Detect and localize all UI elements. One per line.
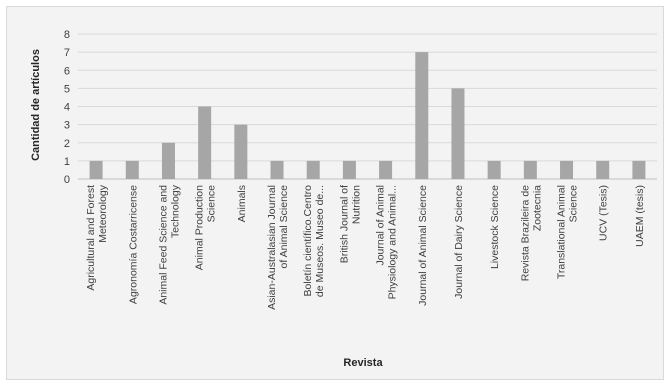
bars (89, 52, 646, 179)
x-category-label-line: Agricultural and Forest (85, 185, 97, 291)
x-category-label: Boletín científico.Centrode Museos. Muse… (302, 185, 326, 297)
bar (198, 106, 212, 179)
x-category-label-line: Animal Feed Science and (157, 185, 169, 305)
bar (161, 142, 175, 179)
x-category-label-line: Zootecnia (531, 185, 543, 231)
bar (125, 160, 139, 179)
x-category-label: UAEM (tesis) (634, 185, 646, 247)
bar (306, 160, 320, 179)
bar (632, 160, 646, 179)
bar (523, 160, 537, 179)
x-category-label-line: Nutrition (350, 185, 362, 224)
x-category-label-line: Physiology and Animal... (387, 185, 399, 299)
bar (379, 160, 393, 179)
chart-frame: 0 1 2 3 4 5 6 7 8 Agricultural and ForestMeteoro… (6, 6, 664, 380)
bar (596, 160, 610, 179)
bar (234, 124, 248, 179)
y-tick-label: 5 (64, 83, 70, 95)
y-tick-label: 1 (64, 156, 70, 168)
x-category-label-line: UAEM (tesis) (634, 185, 646, 247)
y-tick-labels: 0 1 2 3 4 5 6 7 8 (64, 29, 70, 186)
x-category-label: Journal of Dairy Science (453, 185, 465, 299)
x-category-label-line: Translational Animal (556, 185, 568, 279)
x-category-label-line: of Animal Science (278, 185, 290, 269)
x-category-label-line: Revista Brazileira de (519, 185, 531, 281)
x-category-label-line: Journal of Animal Science (417, 185, 429, 306)
x-category-label-line: Science (206, 185, 218, 223)
y-tick-label: 0 (64, 174, 70, 186)
y-tick-label: 3 (64, 120, 70, 132)
x-category-label: Animal ProductionScience (194, 185, 218, 270)
y-tick-label: 2 (64, 138, 70, 150)
x-category-label-line: Science (568, 185, 580, 223)
x-category-label-line: Technology (169, 184, 181, 238)
y-tick-label: 6 (64, 65, 70, 77)
x-category-label-line: Boletín científico.Centro (302, 185, 314, 297)
y-tick-label: 7 (64, 47, 70, 59)
x-category-label: Agronomía Costarricense (127, 185, 139, 304)
y-tick-label: 8 (64, 29, 70, 41)
x-category-label-line: Animals (236, 185, 248, 222)
x-category-label-line: UCV (Tesis) (598, 185, 610, 241)
x-category-label: Animal Feed Science andTechnology (157, 184, 181, 304)
bar (270, 160, 284, 179)
x-category-label-line: Journal of Dairy Science (453, 185, 465, 299)
bar-chart: 0 1 2 3 4 5 6 7 8 Agricultural and ForestMeteoro… (30, 29, 657, 369)
x-category-label-line: Animal Production (194, 185, 206, 270)
x-category-label-line: Asian-Australasian Journal (266, 185, 278, 310)
y-tick-label: 4 (64, 102, 70, 114)
x-category-label-line: de Museos. Museo de... (314, 185, 326, 297)
x-category-label: Revista Brazileira deZootecnia (519, 185, 543, 281)
bar (487, 160, 501, 179)
bar (560, 160, 574, 179)
x-category-label-line: Meteorology (97, 184, 109, 243)
y-axis-title: Cantidad de artículos (30, 49, 42, 161)
bar (415, 52, 429, 179)
x-category-label: Journal of Animal Science (417, 185, 429, 306)
x-category-label: Asian-Australasian Journalof Animal Scie… (266, 185, 290, 310)
x-category-label: Animals (236, 185, 248, 222)
bar (89, 160, 103, 179)
x-category-label: Agricultural and ForestMeteorology (85, 184, 109, 290)
x-category-label-line: Livestock Science (489, 185, 501, 269)
x-category-label: UCV (Tesis) (598, 185, 610, 241)
x-category-label-line: Agronomía Costarricense (127, 185, 139, 304)
x-category-labels: Agricultural and ForestMeteorology Agrono… (85, 184, 646, 310)
x-category-label: British Journal ofNutrition (338, 185, 362, 263)
x-category-label: Translational AnimalScience (556, 185, 580, 279)
x-category-label: Journal of AnimalPhysiology and Animal..… (375, 185, 399, 299)
bar (451, 88, 465, 179)
x-axis-title: Revista (343, 357, 383, 369)
bar (342, 160, 356, 179)
x-category-label-line: Journal of Animal (375, 185, 387, 266)
x-category-label-line: British Journal of (338, 185, 350, 263)
x-category-label: Livestock Science (489, 185, 501, 269)
